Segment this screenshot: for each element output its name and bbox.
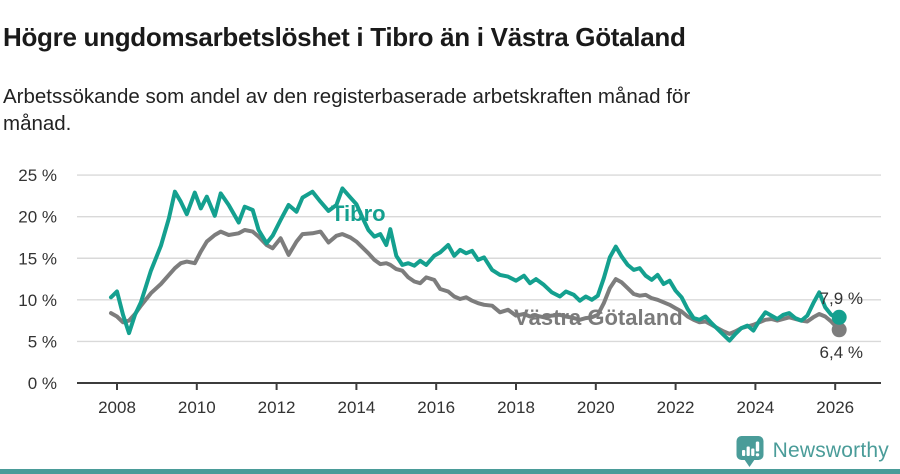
y-tick-label: 15 % [18,249,57,268]
vastra-gotaland-line [109,228,842,336]
x-tick-label: 2026 [816,398,854,417]
x-tick-label: 2008 [98,398,136,417]
newsworthy-wordmark: Newsworthy [772,439,889,462]
tibro-series-label: Tibro [331,201,386,226]
x-tick-label: 2024 [736,398,774,417]
x-tick-label: 2014 [337,398,375,417]
tibro-line [109,186,842,343]
x-tick-label: 2016 [417,398,455,417]
x-tick-label: 2010 [178,398,216,417]
y-tick-label: 25 % [18,166,57,185]
x-tick-label: 2018 [497,398,535,417]
tibro-end-dot [831,309,847,325]
page-title: Högre ungdomsarbetslöshet i Tibro än i V… [3,22,686,53]
y-tick-label: 0 % [28,374,57,393]
newsworthy-bar-chart-icon [736,436,764,467]
line-chart: 0 % 5 % 10 % 15 % 20 % 25 % 2008 2010 2012 2014 20… [18,166,881,417]
chart-subtitle: Arbetssökande som andel av den registerb… [3,84,691,135]
y-tick-label: 5 % [28,332,57,351]
x-tick-label: 2012 [258,398,296,417]
brand-bar [0,469,900,474]
x-tick-label: 2020 [577,398,615,417]
vastra-series-label: Västra Götaland [514,305,683,330]
y-tick-label: 10 % [18,291,57,310]
tibro-end-value-label: 7,9 % [820,289,863,308]
vastra-end-value-label: 6,4 % [820,343,863,362]
vastra-end-dot [831,322,847,338]
y-tick-label: 20 % [18,208,57,227]
newsworthy-logo: Newsworthy [735,434,889,468]
x-tick-label: 2022 [657,398,695,417]
